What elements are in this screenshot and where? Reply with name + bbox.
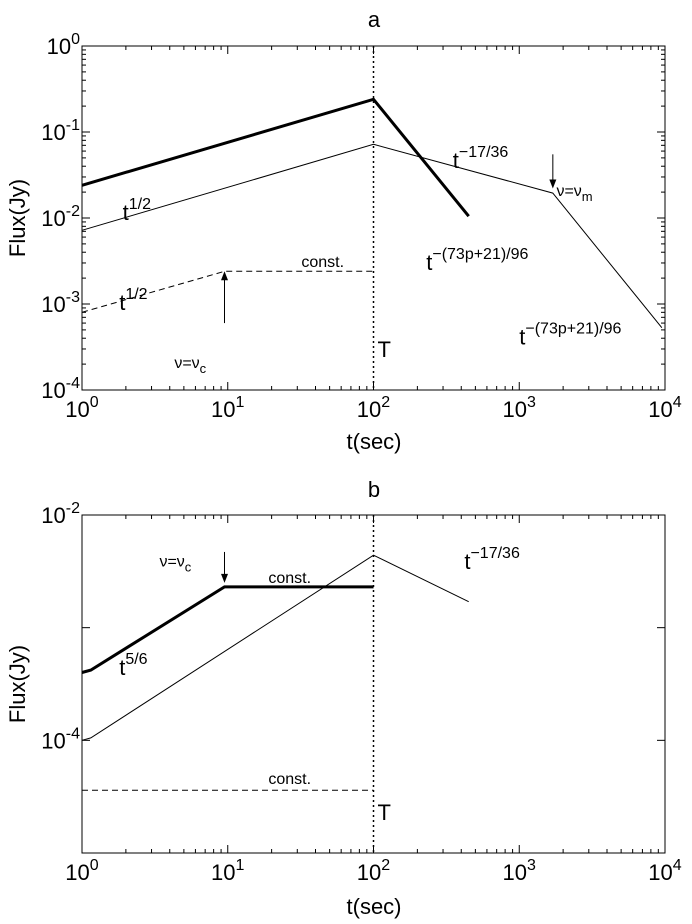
panel-a-annotation-powerlaw: t−(73p+21)/96 <box>519 320 621 349</box>
panel-a-x-axis-label: t(sec) <box>347 429 402 454</box>
panel-a-series-thin-line <box>81 143 663 329</box>
panel-b-annotation-const: const. <box>268 570 311 587</box>
panel-b-x-tick-label: 100 <box>65 857 98 885</box>
panel-b-annotation-nu: ν=νc <box>159 553 191 574</box>
panel-a-x-tick-label: 100 <box>65 394 98 422</box>
panel-a-x-tick-label: 101 <box>211 394 244 422</box>
panel-a-series-thick-line <box>81 97 470 218</box>
panel-a-y-tick-label: 10-2 <box>41 203 80 231</box>
panel-a-x-tick-label: 104 <box>648 394 681 422</box>
panel-b-annotations: Tt5/6 const. const. t−17/36 ν=νc <box>119 545 520 825</box>
panel-a-title: a <box>368 7 381 32</box>
panel-a-plot-area <box>81 45 666 391</box>
panel-a-annotations: Tt1/2 t1/2 const. t−17/36 t−(73p+21)/96 t−(73… <box>119 144 621 376</box>
panel-b-annotation-const: const. <box>268 771 311 788</box>
panel-b-title: b <box>368 477 380 502</box>
panel-b-x-tick-labels: 100 101 102 103 104 <box>65 857 681 885</box>
panel-a-y-tick-label: 100 <box>47 31 80 59</box>
panel-a-annotation-powerlaw: t−(73p+21)/96 <box>426 246 528 275</box>
panel-b-x-axis-label: t(sec) <box>347 894 402 919</box>
panel-a-x-tick-labels: 100 101 102 103 104 <box>65 394 681 422</box>
panel-b-y-axis-label: Flux(Jy) <box>5 645 30 723</box>
panel-b-x-tick-label: 101 <box>211 857 244 885</box>
panel-a-arrow-0 <box>221 271 229 324</box>
panel-a-x-tick-label: 103 <box>503 394 536 422</box>
panel-b-arrow-0 <box>221 551 229 583</box>
panel-a-annotation-powerlaw: t1/2 <box>119 286 147 315</box>
panel-a-y-tick-label: 10-1 <box>41 117 80 145</box>
panel-a-annotation-powerlaw: t1/2 <box>123 196 151 225</box>
panel-a-vline-label: T <box>378 337 391 362</box>
panel-b-y-tick-label: 10-4 <box>41 725 80 753</box>
panel-b-annotation-powerlaw: t5/6 <box>119 651 147 680</box>
panel-b-series-thin-line <box>81 554 469 741</box>
panel-b-annotation-powerlaw: t−17/36 <box>464 545 520 574</box>
panel-b-series-thick-line <box>81 585 374 674</box>
panel-b-plot-area <box>81 514 666 854</box>
panel-b-vline-label: T <box>378 800 391 825</box>
panel-a-y-tick-labels: 10-4 10-3 10-2 10-1 100 <box>41 31 80 403</box>
panel-a-arrow-1 <box>549 154 557 189</box>
panel-b: b 100 101 102 103 104 10-4 10-2 Tt5/6 const. co… <box>5 477 682 919</box>
panel-b-x-tick-label: 103 <box>503 857 536 885</box>
panel-b-x-tick-label: 102 <box>357 857 390 885</box>
panel-b-y-tick-label: 10-2 <box>41 500 80 528</box>
panel-b-y-tick-labels: 10-4 10-2 <box>41 500 80 753</box>
panel-a-annotation-powerlaw: t−17/36 <box>453 144 509 173</box>
panel-a-x-tick-label: 102 <box>357 394 390 422</box>
panel-a-y-tick-label: 10-3 <box>41 289 80 317</box>
panel-a-y-axis-label: Flux(Jy) <box>5 179 30 257</box>
panel-a-annotation-nu: ν=νm <box>556 183 592 204</box>
panel-b-x-tick-label: 104 <box>648 857 681 885</box>
panel-a-annotation-const: const. <box>301 254 344 271</box>
panel-a: a 100 101 102 103 104 10-4 10-3 10-2 10-1 100 Tt… <box>5 7 682 454</box>
panel-a-y-tick-label: 10-4 <box>41 375 80 403</box>
panel-a-annotation-nu: ν=νc <box>174 355 206 376</box>
